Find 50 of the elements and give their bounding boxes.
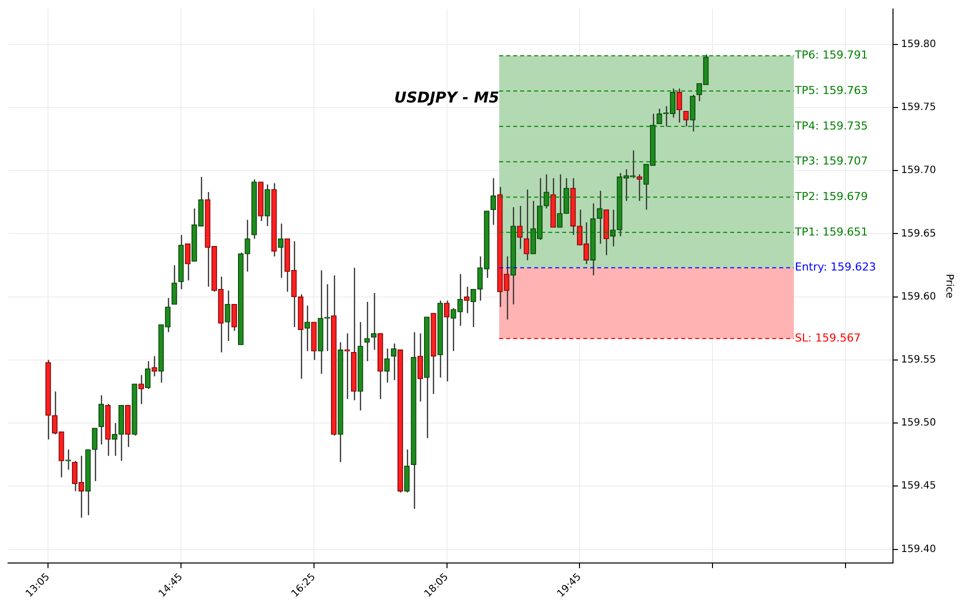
candlestick [676,88,682,124]
y-tick-label: 159.55 [901,354,936,366]
y-tick-label: 159.45 [901,480,936,492]
candlestick [138,374,144,405]
candlestick [231,304,237,332]
candlestick [556,174,563,228]
y-tick-label: 159.60 [901,291,936,302]
candlestick [564,178,570,214]
candlestick [98,394,104,446]
candlestick [517,205,523,250]
candlestick [384,348,390,384]
candlestick [364,301,370,362]
candlestick [464,286,470,314]
candlestick [417,332,424,402]
candlestick [144,360,151,390]
ref-line-label: Entry: 159.623 [794,260,876,274]
candlestick [152,356,158,377]
candlestick [224,290,230,342]
candlestick [278,222,284,278]
candlestick [683,110,689,127]
candlestick [544,174,550,210]
candlestick [390,342,396,381]
ref-line-label: TP6: 159.791 [794,48,868,62]
candlestick [524,188,530,261]
candlestick [184,243,190,281]
candlestick [172,264,178,305]
ref-line-label: TP3: 159.707 [794,154,868,168]
ref-line-label: TP4: 159.735 [794,119,868,132]
candlestick [92,427,98,482]
candlestick [344,332,350,400]
y-tick-label: 159.75 [901,102,936,114]
text: USDJPY - M5 [394,88,500,107]
y-tick-label: 159.50 [901,418,936,429]
ref-line-label: TP2: 159.679 [794,190,868,203]
y-tick-label: 159.80 [901,38,936,50]
candlestick [444,300,450,382]
candlestick [304,305,310,352]
ref-line-label: SL: 159.567 [794,331,861,344]
y-axis-title: Price [943,274,954,298]
ref-line-label: TP5: 159.763 [794,84,868,97]
y-tick-label: 159.70 [901,165,936,176]
candlestick [596,190,602,244]
ref-line-label: TP1: 159.651 [794,225,868,238]
y-tick-label: 159.40 [901,544,936,555]
candlestick [490,178,496,226]
candlestick [636,174,642,202]
candlestick [404,448,410,494]
y-tick-label: 159.65 [901,228,936,240]
candlestick [370,292,377,350]
candlestick [690,94,696,132]
